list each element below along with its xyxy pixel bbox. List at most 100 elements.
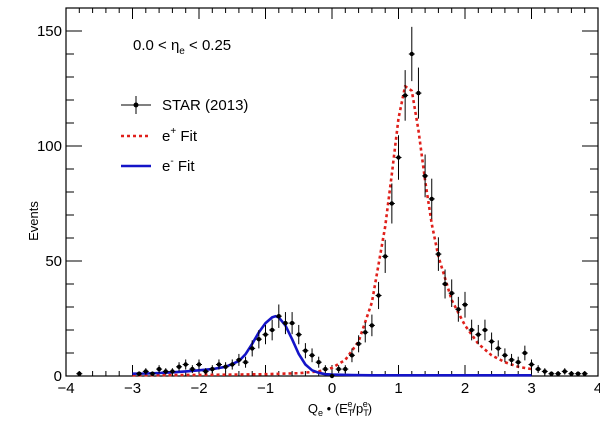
y-axis-title: Events xyxy=(26,201,41,241)
data-point xyxy=(323,366,328,372)
data-point xyxy=(296,332,301,337)
data-point xyxy=(476,332,481,337)
data-point xyxy=(369,323,375,328)
data-point xyxy=(575,371,581,376)
data-point xyxy=(336,366,341,372)
x-tick-label: 1 xyxy=(394,380,402,397)
data-point xyxy=(349,353,355,358)
data-point xyxy=(402,93,408,98)
data-point xyxy=(409,51,414,57)
data-point xyxy=(170,369,175,374)
data-point xyxy=(429,196,434,202)
data-point xyxy=(422,173,428,179)
data-point xyxy=(269,327,275,333)
x-tick-label: 2 xyxy=(461,380,469,397)
data-point xyxy=(502,353,508,358)
data-point xyxy=(456,307,461,312)
data-point xyxy=(163,369,168,374)
data-point xyxy=(549,371,554,376)
data-point xyxy=(223,364,228,369)
annotation-rhs: < 0.25 xyxy=(185,37,231,54)
annotation-lhs: 0.0 < η xyxy=(133,37,179,54)
data-point xyxy=(383,254,388,259)
data-point xyxy=(309,353,315,358)
legend: STAR (2013) e+ Fit e- Fit xyxy=(121,96,248,175)
x-tick-label: 4 xyxy=(594,380,600,397)
data-point xyxy=(150,371,155,376)
data-point xyxy=(196,362,202,367)
x-tick-label: 3 xyxy=(527,380,535,397)
data-point xyxy=(542,369,547,374)
data-point xyxy=(389,201,395,206)
data-point xyxy=(535,366,541,372)
data-point xyxy=(176,364,182,369)
data-point xyxy=(582,371,587,376)
data-point xyxy=(316,360,321,365)
data-point xyxy=(210,366,215,372)
data-point xyxy=(343,366,348,372)
data-point xyxy=(276,314,281,319)
data-point xyxy=(289,320,295,326)
data-point xyxy=(183,362,188,367)
data-point xyxy=(356,341,361,346)
data-point xyxy=(236,357,242,363)
data-point xyxy=(396,155,401,160)
x-tick-label: 0 xyxy=(328,380,336,397)
data-point xyxy=(363,330,368,335)
data-point xyxy=(143,369,148,374)
data-point xyxy=(496,346,501,351)
axis-ticks xyxy=(65,7,599,377)
data-point xyxy=(156,366,162,372)
legend-entry-star: STAR (2013) xyxy=(121,96,248,114)
y-tick-label: 100 xyxy=(37,138,62,155)
eta-range-annotation: 0.0 < ηe < 0.25 xyxy=(133,37,231,57)
tick-labels: −4 −3 −2 −1 0 1 2 3 4 0 50 100 150 xyxy=(37,23,600,397)
data-point xyxy=(203,369,208,374)
plot-frame xyxy=(65,7,599,377)
legend-label-star: STAR (2013) xyxy=(162,97,248,114)
x-tick-label: −4 xyxy=(57,380,74,397)
annotation-sub: e xyxy=(179,46,185,57)
data-point xyxy=(416,90,421,96)
data-point xyxy=(516,360,521,365)
data-point xyxy=(243,360,248,365)
data-point xyxy=(190,366,195,372)
data-point xyxy=(303,348,308,353)
x-tick-label: −2 xyxy=(190,380,207,397)
data-point xyxy=(449,291,454,296)
data-point xyxy=(216,362,222,367)
legend-entry-eminus-fit: e- Fit xyxy=(121,156,195,175)
data-point xyxy=(376,293,381,298)
data-point xyxy=(442,281,448,287)
data-point xyxy=(489,339,494,344)
legend-label-eplus: e+ Fit xyxy=(162,126,198,145)
x-tick-label: −3 xyxy=(124,380,141,397)
data-point xyxy=(250,346,255,351)
data-point xyxy=(462,302,468,307)
data-point xyxy=(77,371,82,376)
series-layer xyxy=(76,26,588,379)
data-point xyxy=(509,357,514,363)
legend-marker-icon xyxy=(133,102,139,108)
x-axis-title: Qe • (ETe/pTe) xyxy=(308,399,372,418)
data-point xyxy=(562,369,567,374)
data-point xyxy=(555,371,561,376)
data-point xyxy=(482,327,488,333)
x-tick-label: −1 xyxy=(257,380,274,397)
data-point xyxy=(522,350,528,356)
data-point xyxy=(136,371,142,376)
y-tick-label: 0 xyxy=(54,368,62,385)
legend-entry-eplus-fit: e+ Fit xyxy=(121,126,198,145)
data-point xyxy=(469,327,474,333)
eplus-fit-curve xyxy=(132,84,532,377)
y-tick-label: 150 xyxy=(37,23,62,40)
legend-label-eminus: e- Fit xyxy=(162,156,195,175)
data-point xyxy=(529,362,534,367)
data-point xyxy=(329,373,335,379)
data-point xyxy=(569,371,574,376)
data-point xyxy=(283,320,288,326)
data-point xyxy=(256,337,262,342)
data-point xyxy=(230,362,235,367)
data-point xyxy=(436,251,441,257)
